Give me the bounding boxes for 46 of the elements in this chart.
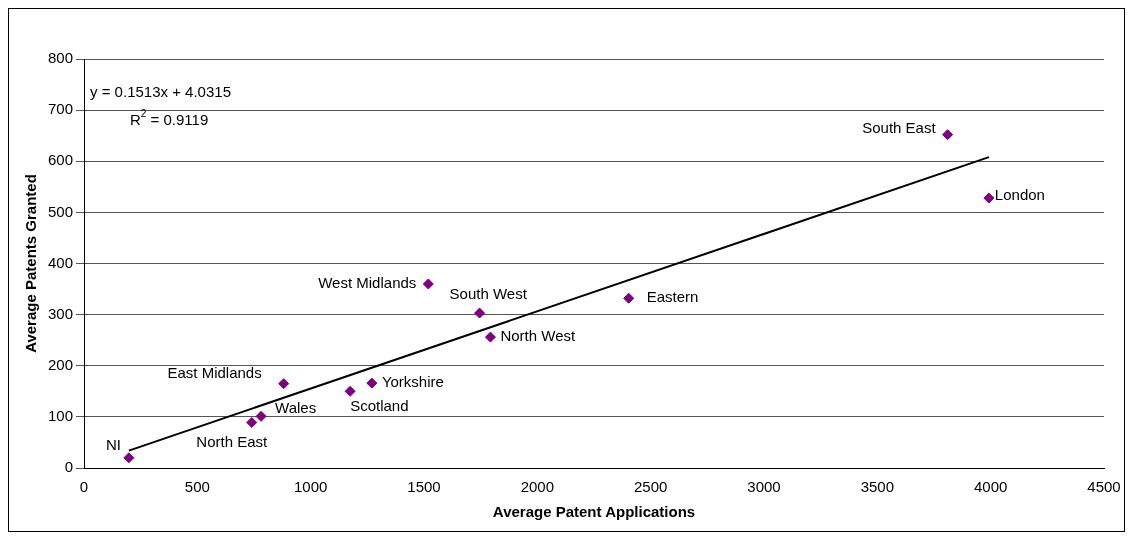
annotation: Wales bbox=[275, 398, 317, 416]
y-tick-label: 400 bbox=[48, 253, 74, 271]
annotation: East Midlands bbox=[167, 363, 262, 381]
point bbox=[983, 192, 995, 204]
y-tick-label: 700 bbox=[48, 100, 74, 118]
x-tick-label: 500 bbox=[184, 478, 210, 496]
x-tick-label: 2000 bbox=[520, 478, 555, 496]
x-tick-label: 3000 bbox=[747, 478, 781, 496]
annotation: North East bbox=[196, 432, 269, 450]
point bbox=[474, 307, 486, 319]
x-tick-label: 3500 bbox=[860, 478, 895, 496]
x-tick-label: 2500 bbox=[633, 478, 668, 496]
point bbox=[123, 452, 135, 464]
annotation: West Midlands bbox=[318, 274, 417, 292]
point bbox=[942, 129, 954, 141]
point bbox=[484, 331, 496, 343]
x-tick-label: 4000 bbox=[973, 478, 1008, 496]
point bbox=[278, 378, 290, 390]
point bbox=[255, 410, 267, 422]
annotation: Eastern bbox=[646, 288, 699, 306]
annotation: Scotland bbox=[350, 397, 409, 415]
x-tick-label: 0 bbox=[79, 478, 89, 496]
annotation: y = 0.1513x + 4.0315 bbox=[90, 83, 231, 101]
annotation: South East bbox=[862, 118, 937, 136]
y-axis-title: Average Patents Granted bbox=[22, 174, 40, 353]
y-tick-label: 800 bbox=[48, 49, 74, 67]
y-tick-label: 500 bbox=[48, 202, 74, 220]
annotation: NI bbox=[105, 435, 121, 453]
x-axis-title: Average Patent Applications bbox=[492, 503, 696, 521]
point bbox=[344, 385, 356, 397]
x-tick-label: 4500 bbox=[1087, 478, 1121, 496]
y-tick-label: 600 bbox=[48, 151, 74, 169]
y-tick-label: 100 bbox=[48, 407, 74, 425]
x-tick-label: 1000 bbox=[294, 478, 328, 496]
y-tick-label: 200 bbox=[48, 355, 74, 373]
annotation: North West bbox=[500, 327, 577, 345]
annotation: Yorkshire bbox=[381, 373, 444, 391]
y-tick-label: 300 bbox=[48, 304, 74, 322]
x-tick-label: 1500 bbox=[407, 478, 441, 496]
point bbox=[246, 417, 258, 428]
point bbox=[366, 377, 378, 389]
point bbox=[623, 292, 635, 304]
annotation: South West bbox=[449, 285, 528, 303]
y-tick-label: 0 bbox=[64, 458, 74, 476]
annotation: London bbox=[994, 186, 1045, 204]
point bbox=[422, 278, 434, 290]
